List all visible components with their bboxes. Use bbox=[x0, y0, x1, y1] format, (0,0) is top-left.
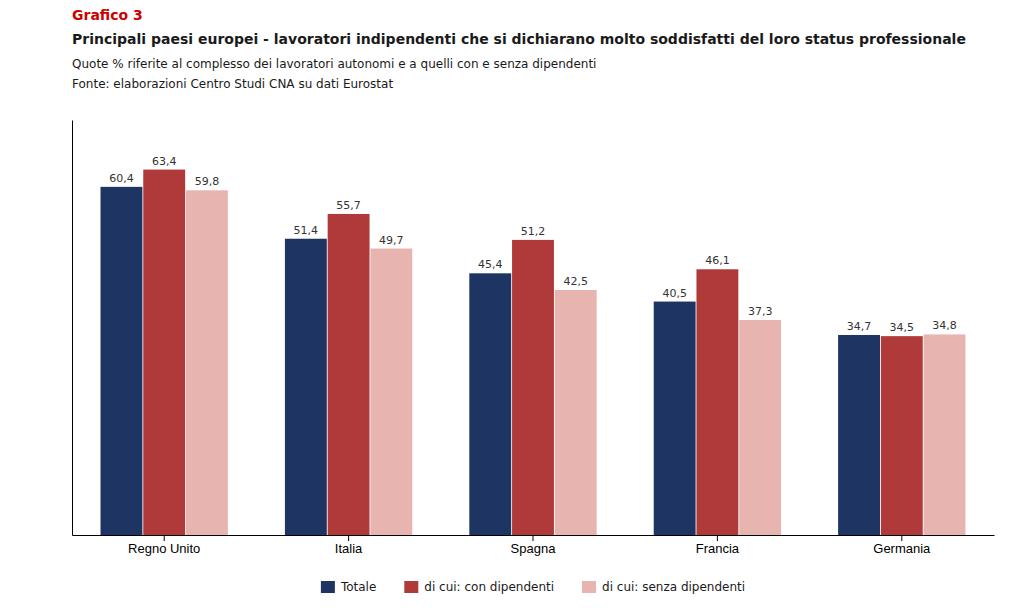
bar bbox=[555, 290, 597, 535]
bar bbox=[924, 334, 966, 535]
bar bbox=[838, 335, 880, 535]
data-label: 34,5 bbox=[890, 321, 915, 334]
legend-swatch bbox=[404, 581, 418, 593]
bars bbox=[101, 170, 966, 535]
bar bbox=[101, 187, 143, 535]
x-tick-label: Germania bbox=[873, 541, 931, 556]
bar bbox=[370, 249, 412, 535]
title: Principali paesi europei - lavoratori in… bbox=[72, 31, 966, 47]
x-tick-label: Regno Unito bbox=[128, 541, 200, 556]
source-note: Fonte: elaborazioni Centro Studi CNA su … bbox=[72, 77, 393, 91]
legend-item: di cui: con dipendenti bbox=[404, 580, 554, 594]
bar bbox=[285, 239, 327, 535]
bar bbox=[654, 302, 696, 535]
bar bbox=[696, 269, 738, 535]
bar bbox=[143, 170, 185, 535]
bar bbox=[739, 320, 781, 535]
x-tick-mark bbox=[533, 535, 534, 541]
legend-label: di cui: con dipendenti bbox=[424, 580, 554, 594]
bar bbox=[469, 273, 511, 535]
data-label: 37,3 bbox=[748, 305, 773, 318]
legend-swatch bbox=[321, 581, 335, 593]
data-label: 60,4 bbox=[109, 172, 134, 185]
x-tick-mark bbox=[164, 535, 165, 541]
x-tick-mark bbox=[717, 535, 718, 541]
x-tick-mark bbox=[901, 535, 902, 541]
data-label: 49,7 bbox=[379, 234, 404, 247]
bar bbox=[881, 336, 923, 535]
x-tick: Francia bbox=[696, 535, 740, 556]
x-tick: Spagna bbox=[511, 535, 557, 556]
data-label: 63,4 bbox=[152, 155, 177, 168]
data-label: 34,8 bbox=[932, 319, 957, 332]
data-label: 51,2 bbox=[521, 225, 546, 238]
plot-area: 60,4 51,4 45,4 40,5 34,7 63,4 55,7 51,2 46,1 34,5… bbox=[73, 121, 995, 557]
x-tick-label: Italia bbox=[335, 541, 363, 556]
bar bbox=[186, 190, 228, 535]
data-labels: 60,4 51,4 45,4 40,5 34,7 63,4 55,7 51,2 46,1 34,5… bbox=[109, 155, 957, 335]
bar bbox=[512, 240, 554, 535]
x-tick-label: Spagna bbox=[511, 541, 557, 556]
data-label: 46,1 bbox=[705, 254, 730, 267]
data-label: 34,7 bbox=[847, 320, 872, 333]
data-label: 59,8 bbox=[195, 175, 220, 188]
y-axis-line bbox=[72, 121, 73, 536]
data-label: 42,5 bbox=[563, 275, 588, 288]
data-label: 40,5 bbox=[662, 287, 687, 300]
legend-item: Totale bbox=[321, 580, 376, 594]
x-tick: Italia bbox=[335, 535, 363, 556]
x-tick: Regno Unito bbox=[128, 535, 200, 556]
x-tick-mark bbox=[348, 535, 349, 541]
y-axis bbox=[72, 121, 73, 536]
data-label: 45,4 bbox=[478, 258, 503, 271]
chart-label: Grafico 3 bbox=[72, 7, 143, 23]
x-tick: Germania bbox=[873, 535, 931, 556]
legend-label: Totale bbox=[340, 580, 376, 594]
data-label: 55,7 bbox=[336, 199, 361, 212]
data-label: 51,4 bbox=[294, 224, 319, 237]
chart: Grafico 3 Principali paesi europei - lavo… bbox=[0, 0, 1024, 615]
legend-item: di cui: senza dipendenti bbox=[582, 580, 745, 594]
bar bbox=[328, 214, 370, 535]
x-tick-label: Francia bbox=[696, 541, 740, 556]
x-axis: Regno Unito Italia Spagna Francia Germania bbox=[73, 535, 995, 556]
legend: Totale di cui: con dipendenti di cui: senz… bbox=[321, 580, 745, 594]
legend-swatch bbox=[582, 581, 596, 593]
subtitle: Quote % riferite al complesso dei lavora… bbox=[72, 57, 596, 71]
legend-label: di cui: senza dipendenti bbox=[602, 580, 745, 594]
